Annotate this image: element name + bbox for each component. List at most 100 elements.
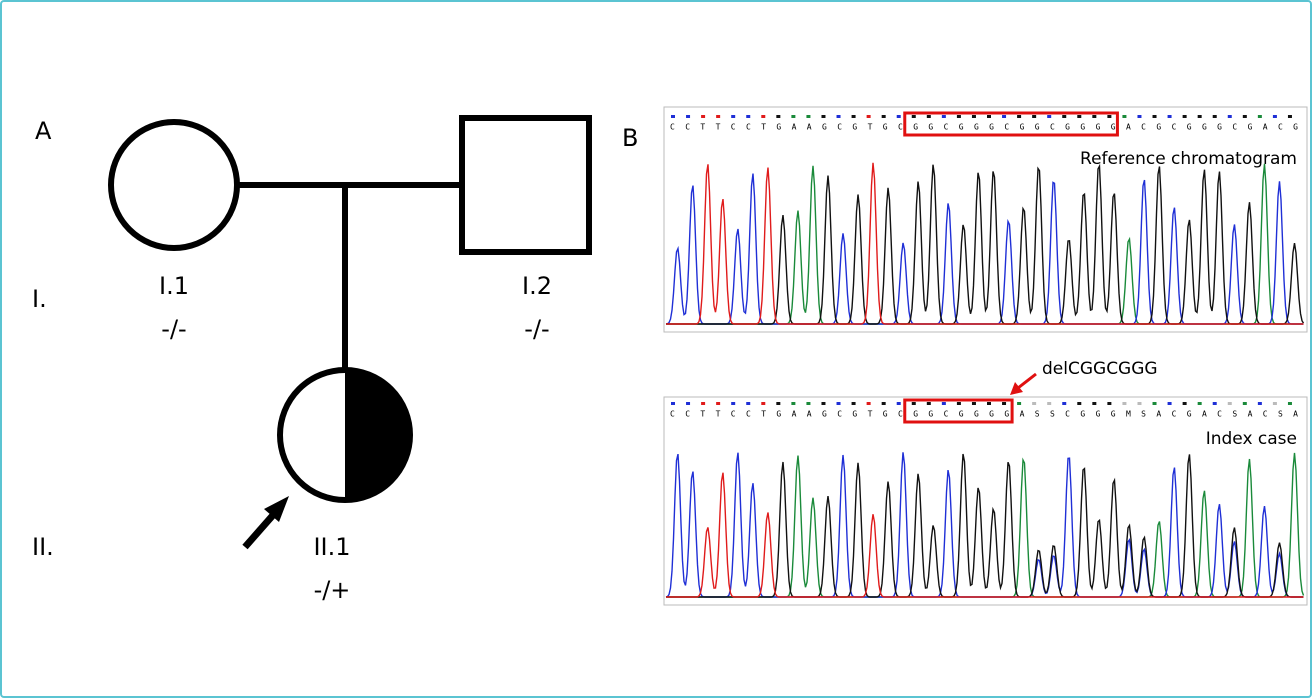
base-tick [837, 402, 841, 405]
chromatograms: CCTTCCTGAAGCGTGCGGCGGGCGGCGGGGACGCGGGCGA… [664, 107, 1307, 605]
panel-label: B [622, 124, 638, 152]
base-tick [927, 402, 931, 405]
base-tick [701, 115, 705, 118]
base-tick [686, 402, 690, 405]
base-tick [1107, 402, 1111, 405]
base-tick [1077, 402, 1081, 405]
base-tick [912, 402, 916, 405]
female-symbol [111, 122, 237, 248]
base-tick [1153, 402, 1157, 405]
base-tick [987, 402, 991, 405]
base-tick [957, 115, 961, 118]
base-tick [882, 402, 886, 405]
base-tick [927, 115, 931, 118]
base-tick [761, 115, 765, 118]
base-tick [972, 402, 976, 405]
base-tick [1092, 402, 1096, 405]
base-tick [1198, 115, 1202, 118]
affected-half [345, 370, 410, 500]
base-tick [1062, 402, 1066, 405]
mutation-arrow [1018, 374, 1036, 388]
genotype: -/- [524, 315, 549, 343]
base-tick [1213, 115, 1217, 118]
base-tick [1032, 402, 1036, 405]
proband-arrow [245, 514, 274, 547]
individual-id: I.2 [522, 272, 552, 300]
individual-id: I.1 [159, 272, 189, 300]
base-tick [761, 402, 765, 405]
base-tick [731, 402, 735, 405]
base-tick [701, 402, 705, 405]
base-tick [1047, 115, 1051, 118]
base-tick [1288, 115, 1292, 118]
figure-canvas: A I. II. I.1 -/- I.2 -/- II.1 -/+ B CCTT… [2, 2, 1310, 696]
base-tick [882, 115, 886, 118]
base-tick [912, 115, 916, 118]
base-tick [1047, 402, 1051, 405]
base-tick [791, 402, 795, 405]
base-tick [776, 402, 780, 405]
base-tick [1258, 402, 1262, 405]
genotype: -/+ [314, 576, 351, 604]
base-tick [1017, 115, 1021, 118]
base-tick [806, 115, 810, 118]
base-tick [1258, 115, 1262, 118]
base-tick [1137, 402, 1141, 405]
figure: A I. II. I.1 -/- I.2 -/- II.1 -/+ B CCTT… [0, 0, 1312, 698]
base-tick [1183, 115, 1187, 118]
base-tick [1002, 402, 1006, 405]
base-tick [837, 115, 841, 118]
base-tick [897, 402, 901, 405]
chromatogram-title: Index case [1206, 429, 1297, 449]
base-tick [746, 402, 750, 405]
base-tick [867, 115, 871, 118]
base-tick [1273, 115, 1277, 118]
base-tick [716, 115, 720, 118]
base-tick [671, 402, 675, 405]
base-tick [1213, 402, 1217, 405]
base-tick [731, 115, 735, 118]
male-symbol [462, 118, 589, 252]
base-tick [716, 402, 720, 405]
base-tick [957, 402, 961, 405]
base-tick [1137, 115, 1141, 118]
base-tick [1122, 402, 1126, 405]
base-tick [1228, 402, 1232, 405]
base-tick [1153, 115, 1157, 118]
base-tick [972, 115, 976, 118]
base-tick [776, 115, 780, 118]
base-tick [806, 402, 810, 405]
genotype: -/- [161, 315, 186, 343]
base-tick [821, 402, 825, 405]
base-tick [791, 115, 795, 118]
base-tick [1092, 115, 1096, 118]
mutation-label: delCGGCGGG [1042, 359, 1158, 379]
base-tick [987, 115, 991, 118]
base-tick [1243, 115, 1247, 118]
base-tick [852, 402, 856, 405]
base-tick [1002, 115, 1006, 118]
base-tick [1198, 402, 1202, 405]
base-tick [942, 115, 946, 118]
base-tick [686, 115, 690, 118]
generation-label: I. [32, 285, 47, 313]
generation-label: II. [32, 533, 54, 561]
base-tick [746, 115, 750, 118]
base-tick [821, 115, 825, 118]
base-tick [1243, 402, 1247, 405]
base-tick [1228, 115, 1232, 118]
base-tick [1032, 115, 1036, 118]
base-tick [1168, 115, 1172, 118]
base-tick [1077, 115, 1081, 118]
base-tick [1288, 402, 1292, 405]
base-tick [867, 402, 871, 405]
base-tick [671, 115, 675, 118]
base-tick [1017, 402, 1021, 405]
base-tick [1107, 115, 1111, 118]
base-tick [942, 402, 946, 405]
base-tick [1273, 402, 1277, 405]
base-tick [1168, 402, 1172, 405]
panel-label: A [35, 117, 52, 145]
base-tick [852, 115, 856, 118]
base-tick [1062, 115, 1066, 118]
